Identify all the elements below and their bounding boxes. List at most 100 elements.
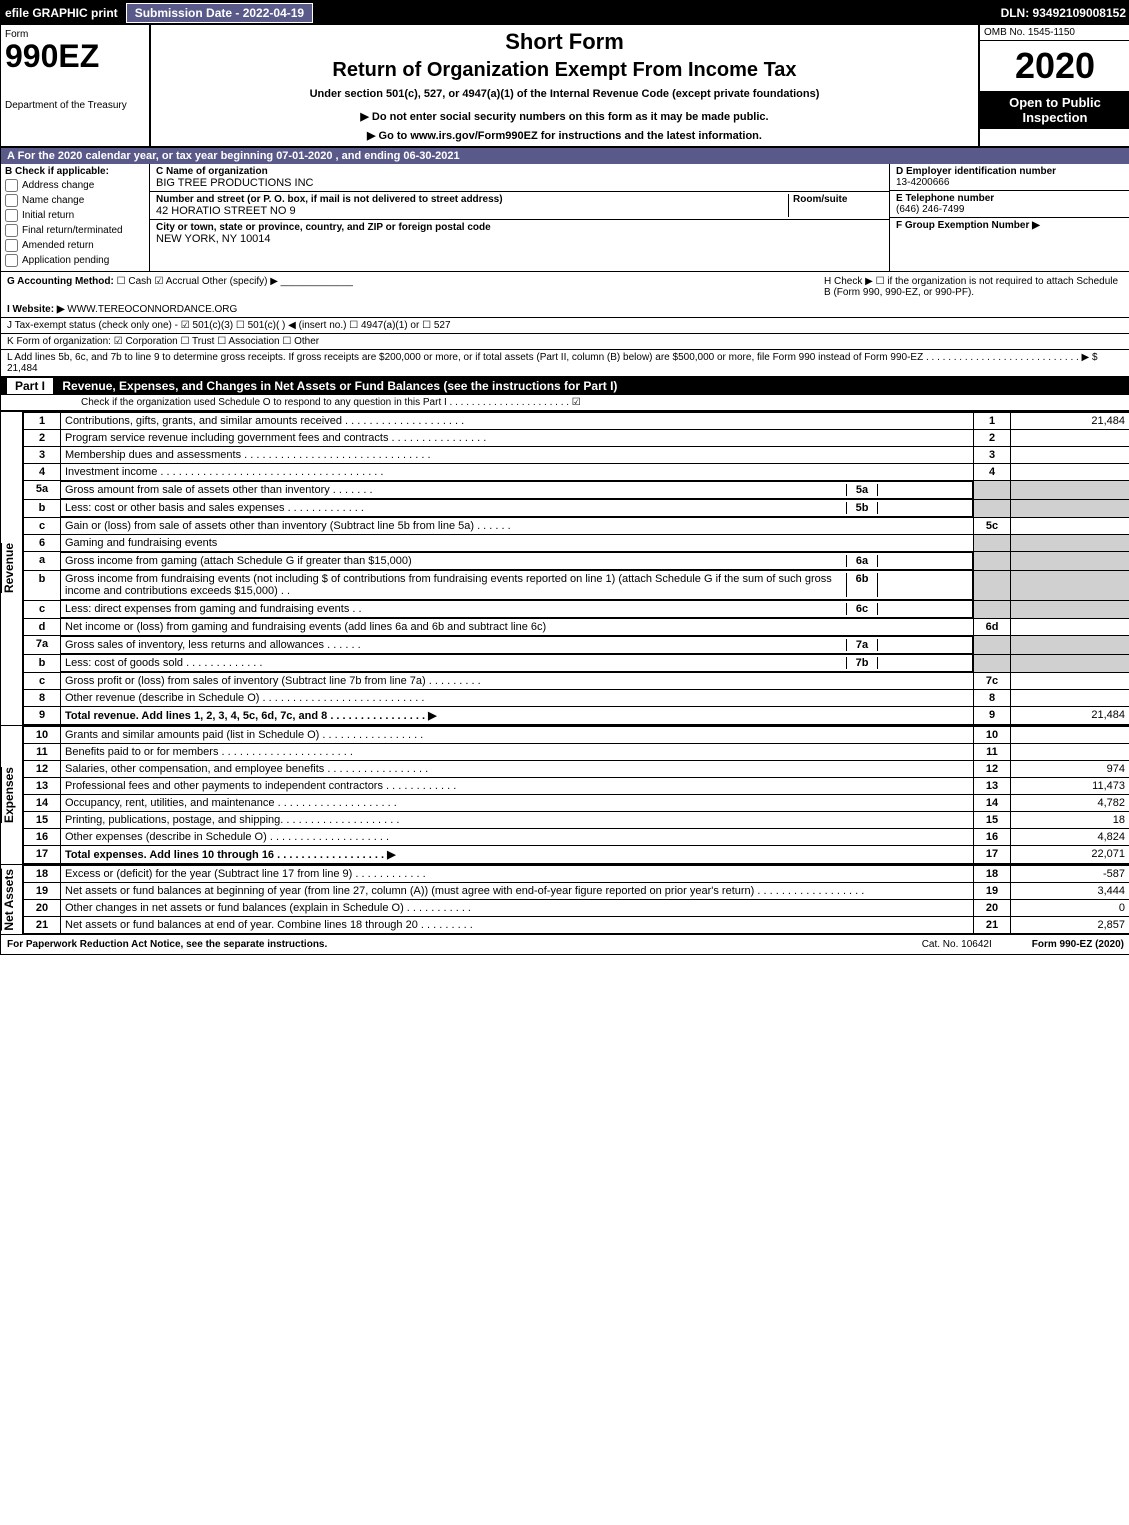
revenue-label: Revenue xyxy=(1,543,22,593)
open-public: Open to Public Inspection xyxy=(980,91,1129,129)
line-3-desc: Membership dues and assessments . . . . … xyxy=(61,447,974,464)
line-6d-amt xyxy=(1011,619,1129,636)
line-10-amt xyxy=(1011,727,1129,744)
header-left: Form 990EZ Department of the Treasury xyxy=(1,25,151,146)
line-19-amt: 3,444 xyxy=(1011,883,1129,900)
line-16-desc: Other expenses (describe in Schedule O) … xyxy=(61,829,974,846)
line-13-amt: 11,473 xyxy=(1011,778,1129,795)
page-footer: For Paperwork Reduction Act Notice, see … xyxy=(1,934,1129,954)
line-7a-ln: 7a xyxy=(846,639,877,651)
line-18-amt: -587 xyxy=(1011,866,1129,883)
period-bar: A For the 2020 calendar year, or tax yea… xyxy=(1,148,1129,164)
website-value: WWW.TEREOCONNORDANCE.ORG xyxy=(67,304,237,315)
expenses-table: 10Grants and similar amounts paid (list … xyxy=(23,726,1129,864)
line-6a-ln: 6a xyxy=(846,555,877,567)
line-5c-amt xyxy=(1011,518,1129,535)
info-right: D Employer identification number 13-4200… xyxy=(889,164,1129,271)
cb-cash[interactable]: ☐ Cash xyxy=(117,276,152,287)
line-6c-desc: Less: direct expenses from gaming and fu… xyxy=(65,603,846,615)
line-5b-ln: 5b xyxy=(846,502,877,514)
box-l: L Add lines 5b, 6c, and 7b to line 9 to … xyxy=(1,350,1129,377)
phone-value: (646) 246-7499 xyxy=(896,204,1124,215)
line-20-desc: Other changes in net assets or fund bala… xyxy=(61,900,974,917)
line-8-amt xyxy=(1011,690,1129,707)
line-10-desc: Grants and similar amounts paid (list in… xyxy=(61,727,974,744)
line-12-amt: 974 xyxy=(1011,761,1129,778)
part-i-title: Revenue, Expenses, and Changes in Net As… xyxy=(62,379,617,393)
line-4-amt xyxy=(1011,464,1129,481)
submission-date: Submission Date - 2022-04-19 xyxy=(126,3,313,23)
line-15-desc: Printing, publications, postage, and shi… xyxy=(61,812,974,829)
line-7c-desc: Gross profit or (loss) from sales of inv… xyxy=(61,673,974,690)
cb-other[interactable]: Other (specify) ▶ _____________ xyxy=(202,276,353,287)
cb-name-change[interactable]: Name change xyxy=(5,194,145,207)
info-row: B Check if applicable: Address change Na… xyxy=(1,164,1129,272)
line-6c-ln: 6c xyxy=(846,603,877,615)
line-14-desc: Occupancy, rent, utilities, and maintena… xyxy=(61,795,974,812)
header-center: Short Form Return of Organization Exempt… xyxy=(151,25,978,146)
line-5b-desc: Less: cost or other basis and sales expe… xyxy=(65,502,846,514)
line-5a-desc: Gross amount from sale of assets other t… xyxy=(65,484,846,496)
city-value: NEW YORK, NY 10014 xyxy=(156,233,883,245)
line-7b-desc: Less: cost of goods sold . . . . . . . .… xyxy=(65,657,846,669)
cb-final-return[interactable]: Final return/terminated xyxy=(5,224,145,237)
netassets-section: Net Assets 18Excess or (deficit) for the… xyxy=(1,864,1129,934)
warning-ssn: ▶ Do not enter social security numbers o… xyxy=(155,110,974,123)
dept-label: Department of the Treasury xyxy=(5,100,145,111)
box-i: I Website: ▶ WWW.TEREOCONNORDANCE.ORG xyxy=(1,302,1129,318)
cb-accrual[interactable]: ☑ Accrual xyxy=(155,276,200,287)
line-6b-ln: 6b xyxy=(846,573,877,597)
line-7b-ln: 7b xyxy=(846,657,877,669)
line-1-amt: 21,484 xyxy=(1011,413,1129,430)
part-i-label: Part I xyxy=(7,378,53,394)
form-header: Form 990EZ Department of the Treasury Sh… xyxy=(1,25,1129,148)
header-right: OMB No. 1545-1150 2020 Open to Public In… xyxy=(978,25,1129,146)
line-17-desc: Total expenses. Add lines 10 through 16 … xyxy=(61,846,974,864)
line-20-amt: 0 xyxy=(1011,900,1129,917)
line-6d-desc: Net income or (loss) from gaming and fun… xyxy=(61,619,974,636)
line-21-desc: Net assets or fund balances at end of ye… xyxy=(61,917,974,934)
room-label: Room/suite xyxy=(793,194,883,205)
tax-year: 2020 xyxy=(980,41,1129,91)
form-reference: Form 990-EZ (2020) xyxy=(1032,939,1124,950)
line-7a-desc: Gross sales of inventory, less returns a… xyxy=(65,639,846,651)
revenue-table: 1Contributions, gifts, grants, and simil… xyxy=(23,412,1129,725)
box-j: J Tax-exempt status (check only one) - ☑… xyxy=(1,318,1129,334)
efile-label: efile GRAPHIC print xyxy=(5,6,118,20)
box-g-label: G Accounting Method: xyxy=(7,276,114,287)
line-2-desc: Program service revenue including govern… xyxy=(61,430,974,447)
cb-application-pending[interactable]: Application pending xyxy=(5,254,145,267)
line-19-desc: Net assets or fund balances at beginning… xyxy=(61,883,974,900)
expenses-label: Expenses xyxy=(1,767,22,823)
street-value: 42 HORATIO STREET NO 9 xyxy=(156,205,788,217)
g-h-row: G Accounting Method: ☐ Cash ☑ Accrual Ot… xyxy=(1,272,1129,302)
subtitle: Under section 501(c), 527, or 4947(a)(1)… xyxy=(155,88,974,100)
line-18-desc: Excess or (deficit) for the year (Subtra… xyxy=(61,866,974,883)
cb-amended-return[interactable]: Amended return xyxy=(5,239,145,252)
line-7c-amt xyxy=(1011,673,1129,690)
part-i-check: Check if the organization used Schedule … xyxy=(1,395,1129,411)
line-21-amt: 2,857 xyxy=(1011,917,1129,934)
cb-address-change[interactable]: Address change xyxy=(5,179,145,192)
website-label: I Website: ▶ xyxy=(7,304,65,315)
revenue-section: Revenue 1Contributions, gifts, grants, a… xyxy=(1,411,1129,725)
omb-number: OMB No. 1545-1150 xyxy=(980,25,1129,41)
org-name: BIG TREE PRODUCTIONS INC xyxy=(156,177,883,189)
cb-initial-return[interactable]: Initial return xyxy=(5,209,145,222)
line-16-amt: 4,824 xyxy=(1011,829,1129,846)
line-9-desc: Total revenue. Add lines 1, 2, 3, 4, 5c,… xyxy=(61,707,974,725)
line-1-desc: Contributions, gifts, grants, and simila… xyxy=(61,413,974,430)
line-13-desc: Professional fees and other payments to … xyxy=(61,778,974,795)
line-3-amt xyxy=(1011,447,1129,464)
phone-label: E Telephone number xyxy=(896,193,1124,204)
title-short-form: Short Form xyxy=(155,29,974,55)
line-9-amt: 21,484 xyxy=(1011,707,1129,725)
line-11-amt xyxy=(1011,744,1129,761)
line-11-desc: Benefits paid to or for members . . . . … xyxy=(61,744,974,761)
box-c: C Name of organization BIG TREE PRODUCTI… xyxy=(150,164,889,271)
box-b-label: B Check if applicable: xyxy=(5,166,145,177)
catalog-number: Cat. No. 10642I xyxy=(922,939,992,950)
line-6a-desc: Gross income from gaming (attach Schedul… xyxy=(65,555,846,567)
part-i-bar: Part I Revenue, Expenses, and Changes in… xyxy=(1,377,1129,395)
expenses-section: Expenses 10Grants and similar amounts pa… xyxy=(1,725,1129,864)
